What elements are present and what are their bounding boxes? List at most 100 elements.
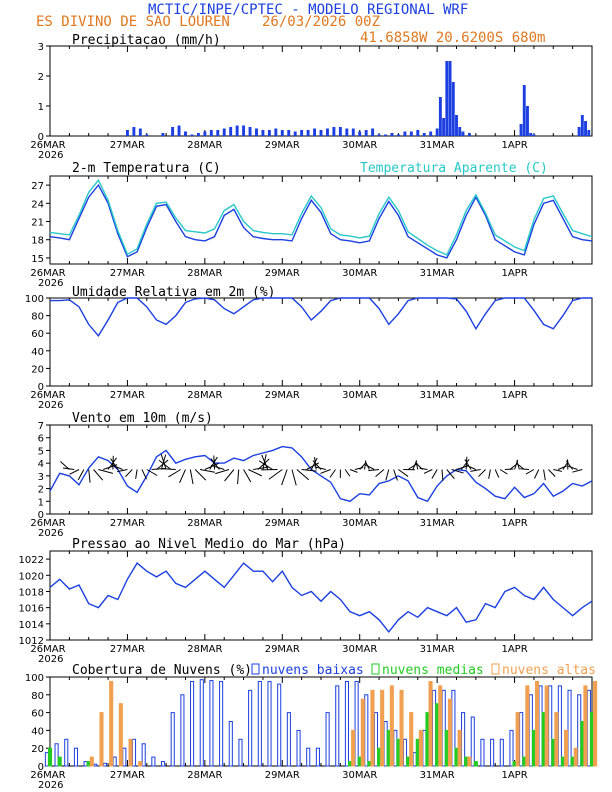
precip-bar [255,128,258,136]
clouds-ytick-label: 40 [31,726,44,737]
header-coords: 41.6858W 20.6200S 680m [360,30,545,46]
precip-bar [529,133,533,136]
header-title: MCTIC/INPE/CPTEC - MODELO REGIONAL WRF [148,2,468,18]
wind-arrow [224,469,235,482]
wind-arrow [158,459,172,470]
precip-bar [451,82,455,136]
temp-xtick-label: 31MAR [420,268,455,279]
wind-ytick-label: 2 [38,485,44,496]
precip-xtick-label: 29MAR [265,140,300,151]
precip-bar [377,134,381,136]
wind-arrow [385,469,390,481]
precip-xtick-label: 26MAR [30,140,65,151]
temp-ytick-label: 27 [31,181,44,192]
precip-bar [358,131,362,136]
precip-bar [319,130,323,136]
clouds-xtick-label: 27MAR [110,770,145,781]
precip-bar [209,130,213,136]
wind-arrow [111,464,123,470]
cloud-bar-blue [325,712,330,767]
precip-bar [267,130,271,136]
wind-arrow [451,469,464,474]
panel-clouds: 0 20 40 60 80 100 26MAR 27MAR 28MAR 29MAR 30MAR 31M… [25,663,598,791]
clouds-year-label: 2026 [38,780,63,791]
pressure-frame [49,550,593,641]
wind-arrow [465,464,477,470]
wind-arrow [243,469,252,483]
cloud-bar-blue [344,680,349,767]
precip-bar [522,85,526,136]
pressure-xtick-label: 27MAR [110,644,145,655]
cloud-bar-blue [248,689,253,767]
wind-arrow [567,465,578,470]
cloud-bar-blue [180,694,185,767]
rh-xtick-label: 30MAR [342,390,377,401]
wind-arrow [168,469,181,478]
precip-bar [403,131,407,136]
wind-xtick-label: 30MAR [342,518,377,529]
wind-arrow [253,466,269,470]
temp-xtick-label: 29MAR [265,268,300,279]
temp-xtick-label: 27MAR [110,268,145,279]
precip-bar [132,127,136,136]
cloud-bar-orange [351,729,356,767]
precip-bar [306,130,310,136]
precip-bar [274,128,278,136]
precip-bar [416,130,420,136]
temp-ytick-label: 21 [31,218,44,229]
precip-bar [448,61,452,136]
wind-xtick-label: 31MAR [420,518,455,529]
wind-arrow [258,460,273,470]
precip-xtick-label: 31MAR [420,140,455,151]
wind-arrow [415,460,419,470]
cloud-bar-blue [151,756,156,767]
precip-bar [455,115,458,136]
clouds-xtick-label: 30MAR [342,770,377,781]
cloud-legend-label: nuvens baixas [262,663,364,678]
temp-year-label: 2026 [38,278,63,289]
precip-bar [519,124,523,136]
cloud-legend-box [251,663,260,675]
cloud-legend-box [371,663,380,675]
temp-series-0 [49,183,593,259]
precip-year-label: 2026 [38,150,63,161]
cloud-bar-orange [544,685,549,767]
wind-arrow [407,462,418,470]
precip-bar [345,128,349,136]
cloud-bar-orange [370,689,375,767]
temp-xtick-label: 28MAR [187,268,222,279]
cloud-bar-blue [170,712,175,767]
cloud-bar-blue [499,738,504,767]
rh-ytick-label: 40 [31,347,44,358]
pressure-ytick-label: 1014 [19,620,44,631]
wind-xtick-label: 1APR [501,518,527,529]
wind-xtick-label: 29MAR [265,518,300,529]
cloud-bar-green [57,756,62,767]
wind-arrow [441,469,444,481]
wind-arrow [488,469,491,479]
panel-pressure: 1012 1014 1016 1018 1020 1022 26MAR 27MAR 28MAR 2… [19,537,593,665]
precip-bar [580,115,584,136]
wind-series-0 [49,445,593,503]
cloud-bar-orange [564,729,569,767]
clouds-xtick-label: 26MAR [30,770,65,781]
cloud-bar-blue [315,747,320,767]
wind-arrow [98,469,114,474]
clouds-xtick-label: 31MAR [420,770,455,781]
clouds-ytick-label: 20 [31,744,44,755]
wind-arrow [135,469,138,479]
precip-bar [138,128,142,136]
temp-series-1 [49,178,593,256]
precip-bar [371,128,375,136]
precip-bar [332,127,336,136]
wind-arrow [464,459,472,470]
precip-bar [461,131,465,136]
wind-ytick-label: 1 [38,497,44,508]
precip-bar [280,130,284,136]
temp-ytick-label: 18 [31,236,44,247]
wind-arrow [291,469,297,486]
clouds-xtick-label: 29MAR [265,770,300,781]
wind-arrow [393,469,398,481]
